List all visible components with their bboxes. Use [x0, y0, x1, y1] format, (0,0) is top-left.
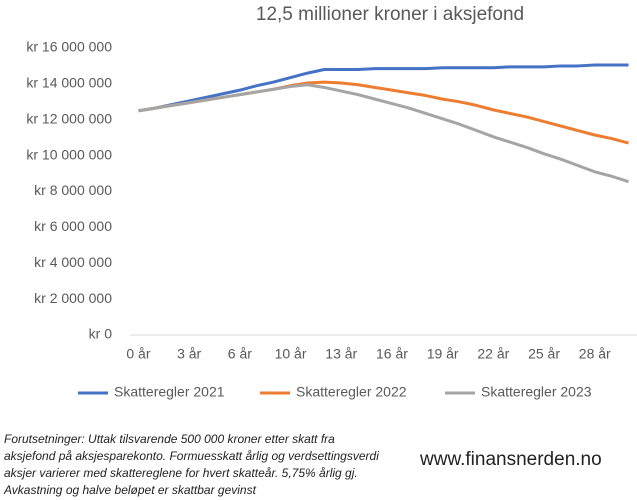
note: Avkastning og halve beløpet er skattbar … [3, 483, 257, 497]
y-tick-label: kr 8 000 000 [34, 182, 112, 198]
x-tick-label: 16 år [376, 346, 408, 362]
source: www.finansnerden.no [419, 449, 602, 470]
x-tick-label: 13 år [325, 346, 357, 362]
x-tick-label: 19 år [427, 346, 459, 362]
note: Forutsetninger: Uttak tilsvarende 500 00… [4, 432, 335, 446]
y-tick-label: kr 16 000 000 [26, 39, 112, 55]
x-tick-label: 28 år [579, 346, 611, 362]
x-tick-label: 6 år [228, 346, 252, 362]
line [138, 83, 630, 184]
y-tick-label: kr 12 000 000 [26, 110, 112, 126]
y-tick-label: kr 10 000 000 [26, 146, 112, 162]
legend-label: Skatteregler 2021 [114, 384, 225, 400]
x-tick-label: 10 år [275, 346, 307, 362]
x-tick-label: 3 år [177, 346, 201, 362]
legend-label: Skatteregler 2023 [481, 384, 592, 400]
line [138, 80, 629, 145]
x-tick-label: 0 år [126, 346, 150, 362]
y-tick-label: kr 6 000 000 [34, 218, 112, 234]
line [138, 63, 629, 113]
y-tick-label: kr 4 000 000 [34, 254, 112, 270]
x-tick-label: 22 år [477, 346, 509, 362]
x-tick-label: 25 år [528, 346, 560, 362]
y-tick-label: kr 14 000 000 [26, 75, 112, 91]
chart-title: 12,5 millioner kroner i aksjefond [256, 4, 524, 25]
y-tick-label: kr 2 000 000 [34, 290, 112, 306]
note: aksjefond på aksjesparekonto. Formuesska… [4, 449, 379, 463]
y-tick-label: kr 0 [89, 326, 113, 342]
legend-label: Skatteregler 2022 [296, 384, 407, 400]
note: aksjer varierer med skattereglene for hv… [4, 466, 358, 480]
